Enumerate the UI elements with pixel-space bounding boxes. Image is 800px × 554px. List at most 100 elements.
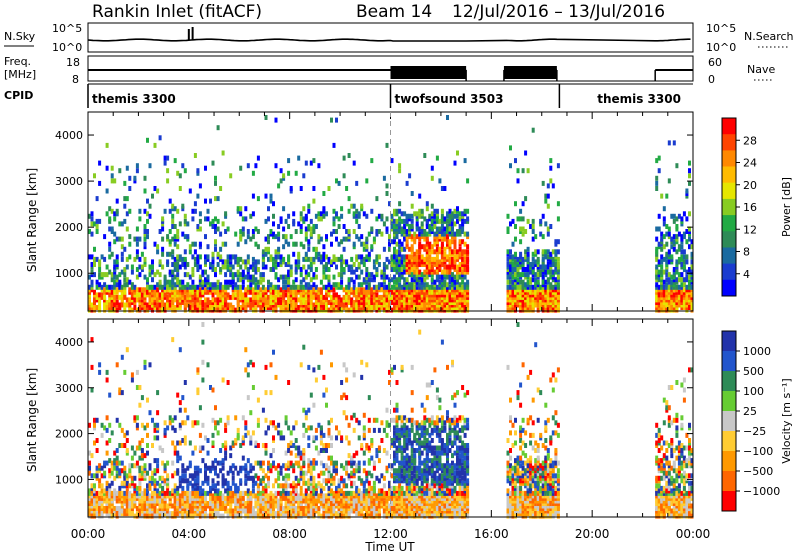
range-gate-cell: [277, 483, 281, 489]
range-gate-cell: [682, 292, 686, 298]
range-gate-cell: [284, 473, 288, 479]
range-gate-cell: [413, 262, 417, 267]
range-gate-cell: [685, 193, 689, 199]
range-gate-cell: [98, 495, 102, 501]
range-gate-cell: [236, 241, 240, 247]
range-gate-cell: [259, 272, 263, 278]
range-gate-cell: [370, 158, 374, 164]
range-gate-cell: [125, 264, 129, 270]
range-gate-cell: [90, 221, 94, 227]
range-gate-cell: [216, 254, 220, 260]
range-gate-cell: [405, 254, 409, 260]
range-gate-cell: [229, 508, 233, 514]
range-gate-cell: [206, 244, 210, 250]
range-gate-cell: [534, 284, 538, 290]
range-gate-cell: [688, 269, 691, 275]
range-gate-cell: [118, 390, 122, 396]
range-gate-cell: [118, 490, 122, 496]
range-gate-cell: [133, 485, 137, 491]
range-gate-cell: [304, 307, 308, 313]
nave-tick-bottom: 0: [708, 73, 715, 86]
range-gate-cell: [362, 292, 366, 298]
range-gate-cell: [110, 292, 114, 298]
range-gate-cell: [314, 254, 318, 260]
range-gate-cell: [375, 196, 379, 202]
range-gate-cell: [115, 236, 119, 242]
range-gate-cell: [183, 407, 187, 413]
range-gate-cell: [113, 465, 117, 471]
range-gate-cell: [319, 259, 323, 265]
range-gate-cell: [229, 279, 233, 285]
range-gate-cell: [118, 468, 122, 474]
range-gate-cell: [140, 506, 144, 511]
range-gate-cell: [665, 231, 669, 237]
colorbar-swatch: [722, 263, 736, 281]
range-gate-cell: [153, 289, 157, 295]
range-gate-cell: [365, 300, 369, 305]
range-gate-cell: [181, 438, 185, 443]
range-gate-cell: [193, 307, 197, 313]
range-gate-cell: [443, 231, 447, 237]
range-gate-cell: [370, 305, 374, 310]
range-gate-cell: [148, 362, 152, 368]
range-gate-cell: [196, 300, 200, 305]
range-gate-cell: [688, 244, 691, 250]
range-gate-cell: [506, 307, 510, 313]
range-gate-cell: [451, 256, 454, 262]
range-gate-cell: [433, 224, 437, 229]
range-gate-cell: [98, 259, 102, 265]
range-gate-cell: [188, 480, 192, 486]
range-gate-cell: [108, 473, 112, 479]
range-gate-cell: [435, 277, 439, 283]
range-gate-cell: [309, 292, 313, 298]
range-gate-cell: [173, 498, 177, 504]
range-gate-cell: [302, 206, 306, 212]
range-gate-cell: [151, 307, 154, 313]
range-gate-cell: [556, 307, 560, 313]
range-gate-cell: [198, 277, 202, 283]
range-gate-cell: [413, 239, 417, 245]
range-gate-cell: [337, 307, 341, 313]
range-gate-cell: [304, 508, 308, 514]
range-gate-cell: [282, 292, 286, 298]
range-gate-cell: [302, 300, 306, 305]
range-gate-cell: [549, 274, 553, 280]
range-gate-cell: [171, 503, 175, 509]
range-gate-cell: [254, 480, 258, 486]
range-gate-cell: [390, 289, 394, 295]
range-gate-cell: [456, 206, 459, 212]
range-gate-cell: [289, 440, 293, 446]
range-gate-cell: [171, 300, 175, 305]
range-gate-cell: [309, 289, 313, 295]
range-gate-cell: [408, 262, 412, 267]
range-gate-cell: [143, 208, 147, 214]
range-gate-cell: [529, 307, 533, 313]
range-gate-cell: [335, 211, 338, 217]
range-gate-cell: [221, 377, 225, 383]
range-gate-cell: [297, 254, 301, 260]
range-gate-cell: [88, 229, 91, 234]
range-gate-cell: [236, 256, 240, 262]
range-gate-cell: [405, 300, 409, 305]
range-gate-cell: [267, 498, 270, 504]
range-gate-cell: [388, 234, 391, 240]
range-gate-cell: [425, 269, 429, 275]
range-gate-cell: [317, 422, 321, 428]
range-gate-cell: [440, 216, 444, 222]
range-gate-cell: [428, 300, 432, 305]
range-gate-cell: [151, 470, 154, 476]
range-gate-cell: [138, 402, 142, 408]
range-gate-cell: [446, 274, 449, 280]
range-gate-cell: [544, 292, 548, 298]
range-gate-cell: [254, 503, 258, 509]
range-gate-cell: [249, 490, 253, 496]
range-gate-cell: [133, 498, 137, 504]
range-gate-cell: [670, 307, 674, 313]
range-gate-cell: [193, 262, 197, 267]
range-gate-cell: [453, 300, 457, 305]
range-gate-cell: [163, 307, 167, 313]
range-gate-cell: [665, 262, 669, 267]
range-gate-cell: [660, 307, 664, 313]
range-gate-cell: [393, 279, 396, 285]
range-gate-cell: [413, 256, 417, 262]
